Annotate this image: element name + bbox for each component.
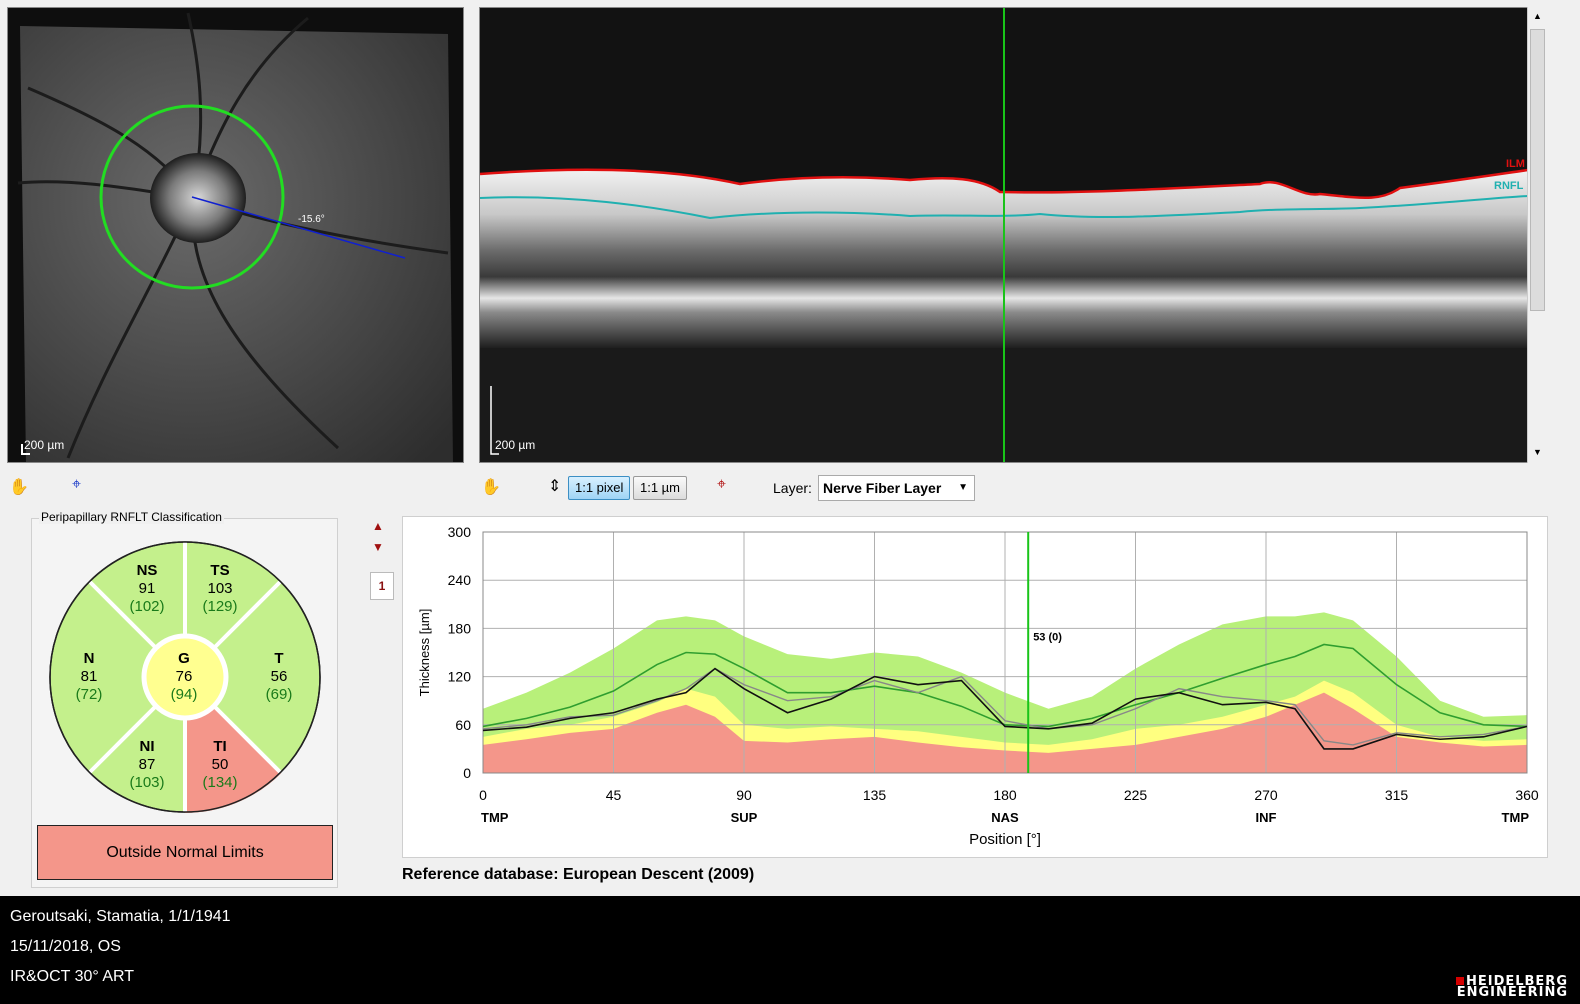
ilm-label: ILM (1506, 158, 1525, 170)
sector-ts-ref: (129) (190, 598, 250, 616)
sector-ns-value: 91 (117, 580, 177, 598)
sector-g-name: G (154, 650, 214, 668)
x-tick-label: 360 (1515, 787, 1539, 803)
sector-ts: TS 103 (129) (190, 562, 250, 616)
cursor-label: 53 (0) (1033, 631, 1062, 643)
y-tick-label: 0 (463, 765, 471, 781)
sector-ti-value: 50 (190, 756, 250, 774)
y-tick-label: 120 (448, 669, 472, 685)
exam-mode: IR&OCT 30° ART (10, 968, 134, 986)
y-tick-label: 240 (448, 572, 472, 588)
x-tick-label: 0 (479, 787, 487, 803)
reference-database: Reference database: European Descent (20… (402, 866, 754, 884)
layer-select[interactable]: Nerve Fiber Layer ▼ (818, 475, 975, 501)
sector-n: N 81 (72) (59, 650, 119, 704)
region-label: NAS (991, 810, 1019, 825)
exam-date: 15/11/2018, OS (10, 938, 121, 956)
x-tick-label: 45 (606, 787, 622, 803)
scroll-thumb[interactable] (1530, 29, 1545, 311)
stretch-vertical-icon[interactable]: ⇕ (548, 476, 561, 496)
y-tick-label: 180 (448, 620, 472, 636)
sector-t-value: 56 (249, 668, 309, 686)
region-label: INF (1256, 810, 1277, 825)
sector-ni: NI 87 (103) (117, 738, 177, 792)
classification-title: Peripapillary RNFLT Classification (39, 510, 224, 524)
page-indicator[interactable]: 1 (370, 572, 394, 600)
y-tick-label: 60 (455, 717, 471, 733)
sector-t: T 56 (69) (249, 650, 309, 704)
x-tick-label: 225 (1124, 787, 1148, 803)
sector-g-value: 76 (154, 668, 214, 686)
x-tick-label: 135 (863, 787, 887, 803)
fundus-scale-label: 200 µm (24, 438, 64, 452)
region-label: TMP (1502, 810, 1530, 825)
patient-name: Geroutsaki, Stamatia, 1/1/1941 (10, 908, 231, 926)
sector-ti-name: TI (190, 738, 250, 756)
thickness-chart[interactable]: 0 45 90 135 180 225 270 315 360 0 60 120 180 240 300 53… (402, 516, 1548, 858)
arrow-down-icon[interactable]: ▼ (372, 540, 384, 554)
layer-label: Layer: (773, 480, 812, 496)
x-tick-label: 180 (993, 787, 1017, 803)
angle-label: -15.6° (298, 214, 325, 225)
classification-result: Outside Normal Limits (37, 825, 333, 880)
heidelberg-logo: HEIDELBERG ENGINEERING (1456, 976, 1568, 998)
sector-n-value: 81 (59, 668, 119, 686)
fundus-graphic: -15.6° (8, 8, 464, 463)
scroll-up-arrow-icon[interactable]: ▲ (1533, 11, 1542, 21)
sector-chart: NS 91 (102) TS 103 (129) N 81 (72) G 76 … (48, 540, 322, 814)
oct-cursor-tool-icon[interactable]: ⌖ (717, 476, 726, 494)
sector-t-ref: (69) (249, 686, 309, 704)
sector-ti: TI 50 (134) (190, 738, 250, 792)
fundus-cursor-tool-icon[interactable]: ⌖ (72, 476, 81, 494)
sector-ni-value: 87 (117, 756, 177, 774)
micron-ratio-button[interactable]: 1:1 µm (633, 476, 687, 500)
scroll-down-arrow-icon[interactable]: ▼ (1533, 447, 1542, 457)
sector-ti-ref: (134) (190, 774, 250, 792)
sector-n-name: N (59, 650, 119, 668)
region-label: TMP (481, 810, 509, 825)
pixel-ratio-button[interactable]: 1:1 pixel (568, 476, 630, 500)
oct-hand-tool-icon[interactable]: ✋ (481, 477, 501, 497)
sector-ts-value: 103 (190, 580, 250, 598)
oct-bscan[interactable]: ILM RNFL 200 µm (479, 7, 1547, 463)
oct-graphic (480, 8, 1528, 463)
rnfl-label: RNFL (1494, 180, 1523, 192)
sector-n-ref: (72) (59, 686, 119, 704)
fundus-image[interactable]: -15.6° 200 µm (7, 7, 464, 463)
sector-ni-name: NI (117, 738, 177, 756)
chevron-down-icon: ▼ (958, 476, 968, 500)
logo-line2: ENGINEERING (1457, 985, 1568, 1000)
fundus-hand-tool-icon[interactable]: ✋ (9, 477, 29, 497)
sector-g-ref: (94) (154, 686, 214, 704)
x-tick-label: 270 (1254, 787, 1278, 803)
thickness-chart-svg: 0 45 90 135 180 225 270 315 360 0 60 120 180 240 300 53… (403, 517, 1549, 859)
sector-g: G 76 (94) (154, 650, 214, 704)
x-tick-label: 315 (1385, 787, 1409, 803)
arrow-up-icon[interactable]: ▲ (372, 519, 384, 533)
patient-footer: Geroutsaki, Stamatia, 1/1/1941 15/11/201… (0, 896, 1580, 1004)
layer-select-value: Nerve Fiber Layer (823, 480, 941, 496)
sector-ns-name: NS (117, 562, 177, 580)
oct-scrollbar[interactable]: ▲ ▼ (1527, 7, 1547, 463)
region-label: SUP (731, 810, 758, 825)
sector-ns-ref: (102) (117, 598, 177, 616)
y-tick-label: 300 (448, 524, 472, 540)
sector-ts-name: TS (190, 562, 250, 580)
sector-ni-ref: (103) (117, 774, 177, 792)
sector-ns: NS 91 (102) (117, 562, 177, 616)
x-axis-label: Position [°] (969, 831, 1041, 848)
y-axis-label: Thickness [µm] (417, 609, 432, 697)
sector-t-name: T (249, 650, 309, 668)
oct-scale-label: 200 µm (495, 438, 535, 452)
x-tick-label: 90 (736, 787, 752, 803)
